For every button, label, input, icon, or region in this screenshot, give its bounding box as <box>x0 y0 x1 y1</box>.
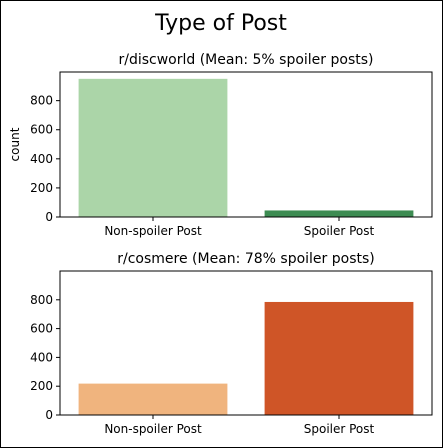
chart-discworld: r/discworld (Mean: 5% spoiler posts) 0 200… <box>8 52 433 238</box>
y-tick-label: 600 <box>30 322 53 336</box>
x-tick-label: Spoiler Post <box>304 422 375 436</box>
figure-title: Type of Post <box>154 11 287 36</box>
x-tick-label: Non-spoiler Post <box>104 224 202 238</box>
subplot-title: r/cosmere (Mean: 78% spoiler posts) <box>117 251 374 267</box>
axes-frame <box>59 270 433 416</box>
bar-discworld-spoiler <box>264 210 414 217</box>
y-tick-label: 800 <box>30 94 53 108</box>
x-tick-label: Spoiler Post <box>304 224 375 238</box>
y-tick-label: 200 <box>30 181 53 195</box>
bar-cosmere-non-spoiler <box>78 383 228 415</box>
subplot-title: r/discworld (Mean: 5% spoiler posts) <box>118 52 373 68</box>
chart-cosmere: r/cosmere (Mean: 78% spoiler posts) 0 200 4… <box>30 251 433 436</box>
y-tick-label: 400 <box>30 350 53 364</box>
y-axis-label: count <box>8 127 22 161</box>
y-tick-label: 0 <box>45 210 53 224</box>
x-tick-label: Non-spoiler Post <box>104 422 202 436</box>
y-tick-label: 400 <box>30 152 53 166</box>
y-tick-label: 200 <box>30 379 53 393</box>
y-tick-label: 800 <box>30 293 53 307</box>
y-tick-label: 0 <box>45 408 53 422</box>
bar-cosmere-spoiler <box>264 301 414 415</box>
y-tick-label: 600 <box>30 123 53 137</box>
axes-frame <box>59 71 433 218</box>
bar-discworld-non-spoiler <box>78 78 228 217</box>
